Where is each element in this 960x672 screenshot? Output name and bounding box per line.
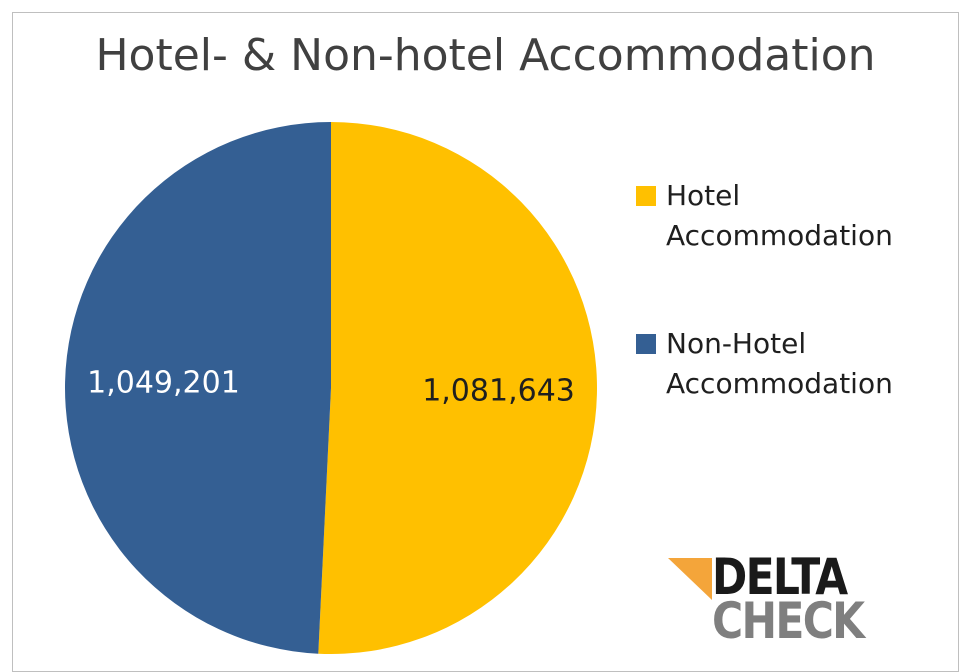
- legend-swatch: [636, 334, 656, 354]
- legend-item: Non-Hotel Accommodation: [636, 324, 936, 404]
- pie-slice: [64, 122, 331, 654]
- chart-title: Hotel- & Non-hotel Accommodation: [95, 30, 876, 81]
- data-label: 1,081,643: [422, 374, 575, 409]
- logo-line1: DELTA: [712, 548, 848, 606]
- data-label: 1,049,201: [87, 365, 240, 400]
- pie-slice: [318, 122, 597, 654]
- legend-swatch: [636, 186, 656, 206]
- legend-label: Hotel Accommodation: [666, 179, 893, 252]
- legend-item: Hotel Accommodation: [636, 176, 936, 256]
- logo-line2: CHECK: [712, 592, 865, 650]
- legend-label: Non-Hotel Accommodation: [666, 327, 893, 400]
